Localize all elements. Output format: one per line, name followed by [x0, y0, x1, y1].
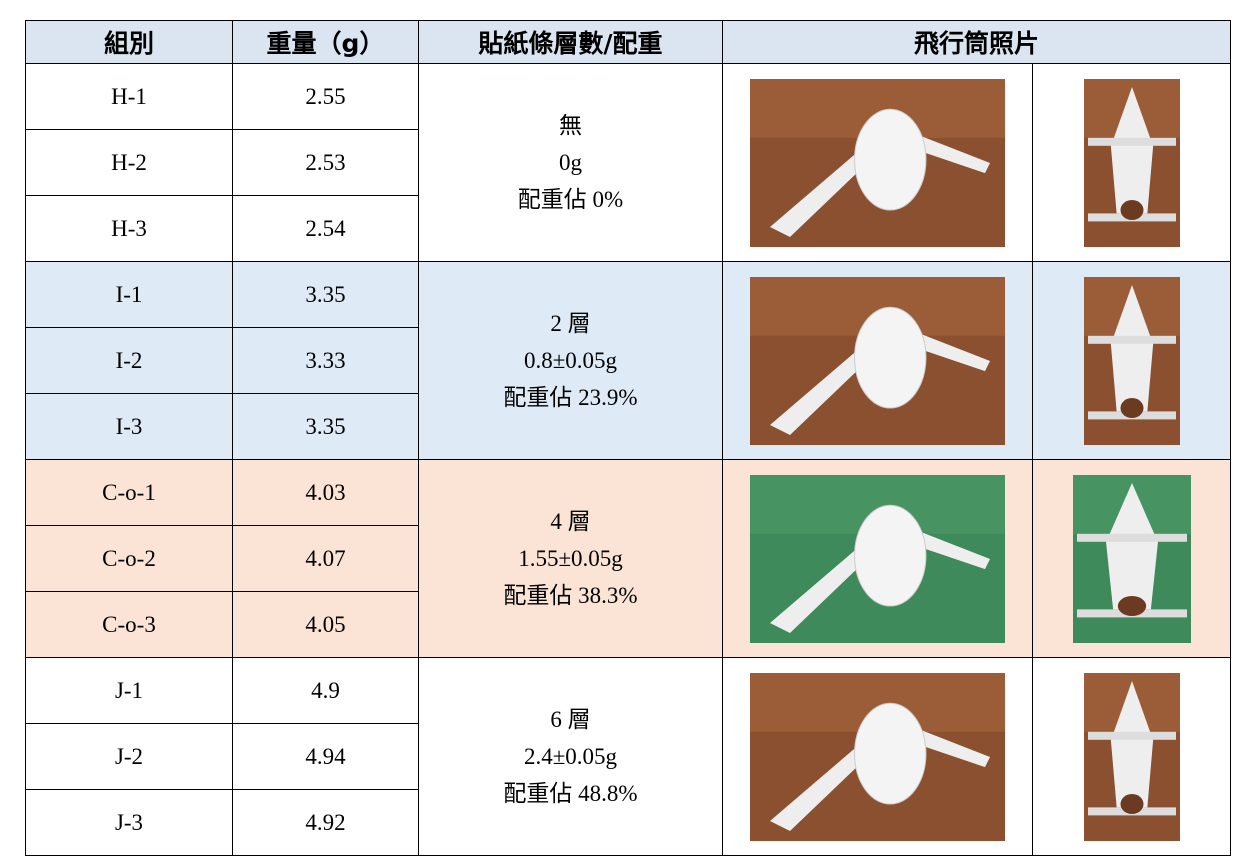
layers-line: 配重佔 38.3% — [503, 583, 638, 608]
header-cell: 飛行筒照片 — [722, 20, 1231, 64]
header-cell: 重量（g） — [232, 20, 419, 64]
layers-line: 6 層 — [550, 707, 591, 732]
group-cell: J-2 — [25, 723, 233, 790]
weight-cell: 3.35 — [232, 261, 419, 328]
layers-line: 配重佔 23.9% — [503, 385, 638, 410]
table-row: I-1 3.35 2 層 0.8±0.05g 配重佔 23.9% — [25, 261, 1231, 460]
weight-cell: 2.55 — [232, 63, 419, 130]
weight-cell: 4.05 — [232, 591, 419, 658]
photo — [1083, 672, 1180, 841]
group-cell: C-o-3 — [25, 591, 233, 658]
weight-cell: 3.35 — [232, 393, 419, 460]
header-cell: 組別 — [25, 20, 233, 64]
table-row: C-o-3 4.05 — [25, 591, 1231, 658]
weight-cell: 2.53 — [232, 129, 419, 196]
layers-line: 無 — [559, 113, 582, 138]
group-cell: I-3 — [25, 393, 233, 460]
layers-cell: 2 層 0.8±0.05g 配重佔 23.9% — [418, 261, 723, 460]
photo-cell — [1032, 657, 1231, 856]
layers-line: 配重佔 0% — [517, 187, 624, 212]
weight-cell: 4.94 — [232, 723, 419, 790]
group-cell: J-3 — [25, 789, 233, 856]
table-row: H-1 2.55 無 0g 配重佔 0% — [25, 63, 1231, 262]
photo-cell — [722, 63, 1033, 262]
group-cell: I-1 — [25, 261, 233, 328]
data-table: 組別 重量（g） 貼紙條層數/配重 飛行筒照片 H-1 2.55 無 0g 配重佔 0% H-2 2… — [25, 20, 1231, 856]
group-cell: I-2 — [25, 327, 233, 394]
photo-cell — [722, 657, 1033, 856]
photo — [750, 78, 1005, 247]
photo — [1083, 78, 1180, 247]
group-cell: C-o-1 — [25, 459, 233, 526]
weight-cell: 2.54 — [232, 195, 419, 262]
layers-cell: 4 層 1.55±0.05g 配重佔 38.3% — [418, 459, 723, 658]
layers-line: 0.8±0.05g — [523, 348, 618, 373]
layers-cell: 無 0g 配重佔 0% — [418, 63, 723, 262]
table-row: J-2 4.94 — [25, 723, 1231, 790]
weight-cell: 4.07 — [232, 525, 419, 592]
layers-line: 2.4±0.05g — [523, 744, 618, 769]
table-row: I-2 3.33 — [25, 327, 1231, 394]
group-cell: J-1 — [25, 657, 233, 724]
photo-cell — [1032, 261, 1231, 460]
photo — [1072, 474, 1191, 643]
table-row: C-o-2 4.07 — [25, 525, 1231, 592]
layers-line: 4 層 — [550, 509, 591, 534]
photo — [750, 672, 1005, 841]
group-cell: H-1 — [25, 63, 233, 130]
photo — [1083, 276, 1180, 445]
table-row: I-3 3.35 — [25, 393, 1231, 460]
layers-line: 0g — [559, 150, 582, 175]
header-row: 組別 重量（g） 貼紙條層數/配重 飛行筒照片 — [25, 20, 1231, 64]
group-cell: H-3 — [25, 195, 233, 262]
table-row: H-2 2.53 — [25, 129, 1231, 196]
layers-line: 2 層 — [550, 311, 591, 336]
weight-cell: 4.9 — [232, 657, 419, 724]
photo — [750, 474, 1005, 643]
group-cell: C-o-2 — [25, 525, 233, 592]
header-cell: 貼紙條層數/配重 — [418, 20, 723, 64]
layers-cell: 6 層 2.4±0.05g 配重佔 48.8% — [418, 657, 723, 856]
photo-cell — [722, 261, 1033, 460]
layers-line: 1.55±0.05g — [518, 546, 623, 571]
group-cell: H-2 — [25, 129, 233, 196]
photo-cell — [722, 459, 1033, 658]
weight-cell: 4.92 — [232, 789, 419, 856]
table-row: J-1 4.9 6 層 2.4±0.05g 配重佔 48.8% — [25, 657, 1231, 856]
weight-cell: 3.33 — [232, 327, 419, 394]
photo-cell — [1032, 63, 1231, 262]
table-row: C-o-1 4.03 4 層 1.55±0.05g 配重佔 38.3% — [25, 459, 1231, 658]
photo-cell — [1032, 459, 1231, 658]
weight-cell: 4.03 — [232, 459, 419, 526]
layers-line: 配重佔 48.8% — [503, 781, 638, 806]
photo — [750, 276, 1005, 445]
table-row: H-3 2.54 — [25, 195, 1231, 262]
